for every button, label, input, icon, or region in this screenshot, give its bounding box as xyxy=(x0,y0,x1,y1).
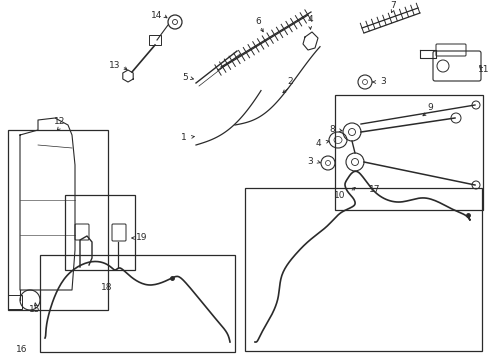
Bar xyxy=(8,130,108,310)
Text: 9: 9 xyxy=(426,103,432,112)
Text: 4: 4 xyxy=(315,139,320,148)
Text: 11: 11 xyxy=(477,66,488,75)
Text: 15: 15 xyxy=(29,306,41,315)
Bar xyxy=(244,188,481,351)
Text: 19: 19 xyxy=(136,233,147,242)
Text: 4: 4 xyxy=(306,15,312,24)
Text: 3: 3 xyxy=(306,158,312,166)
Text: 8: 8 xyxy=(328,126,334,135)
Text: 10: 10 xyxy=(334,190,345,199)
Text: 5: 5 xyxy=(182,73,187,82)
Text: 17: 17 xyxy=(368,185,380,194)
Text: 16: 16 xyxy=(16,346,28,355)
Text: 2: 2 xyxy=(286,77,292,86)
Text: 12: 12 xyxy=(54,117,65,126)
Bar xyxy=(65,195,135,270)
Bar xyxy=(334,95,482,210)
Bar xyxy=(8,295,22,309)
Bar xyxy=(40,255,235,352)
Text: 18: 18 xyxy=(101,284,113,292)
Text: 7: 7 xyxy=(389,0,395,9)
Text: 6: 6 xyxy=(255,18,260,27)
Text: 13: 13 xyxy=(109,60,121,69)
Text: 3: 3 xyxy=(379,77,385,86)
Text: 1: 1 xyxy=(181,134,186,143)
Text: 14: 14 xyxy=(151,10,163,19)
